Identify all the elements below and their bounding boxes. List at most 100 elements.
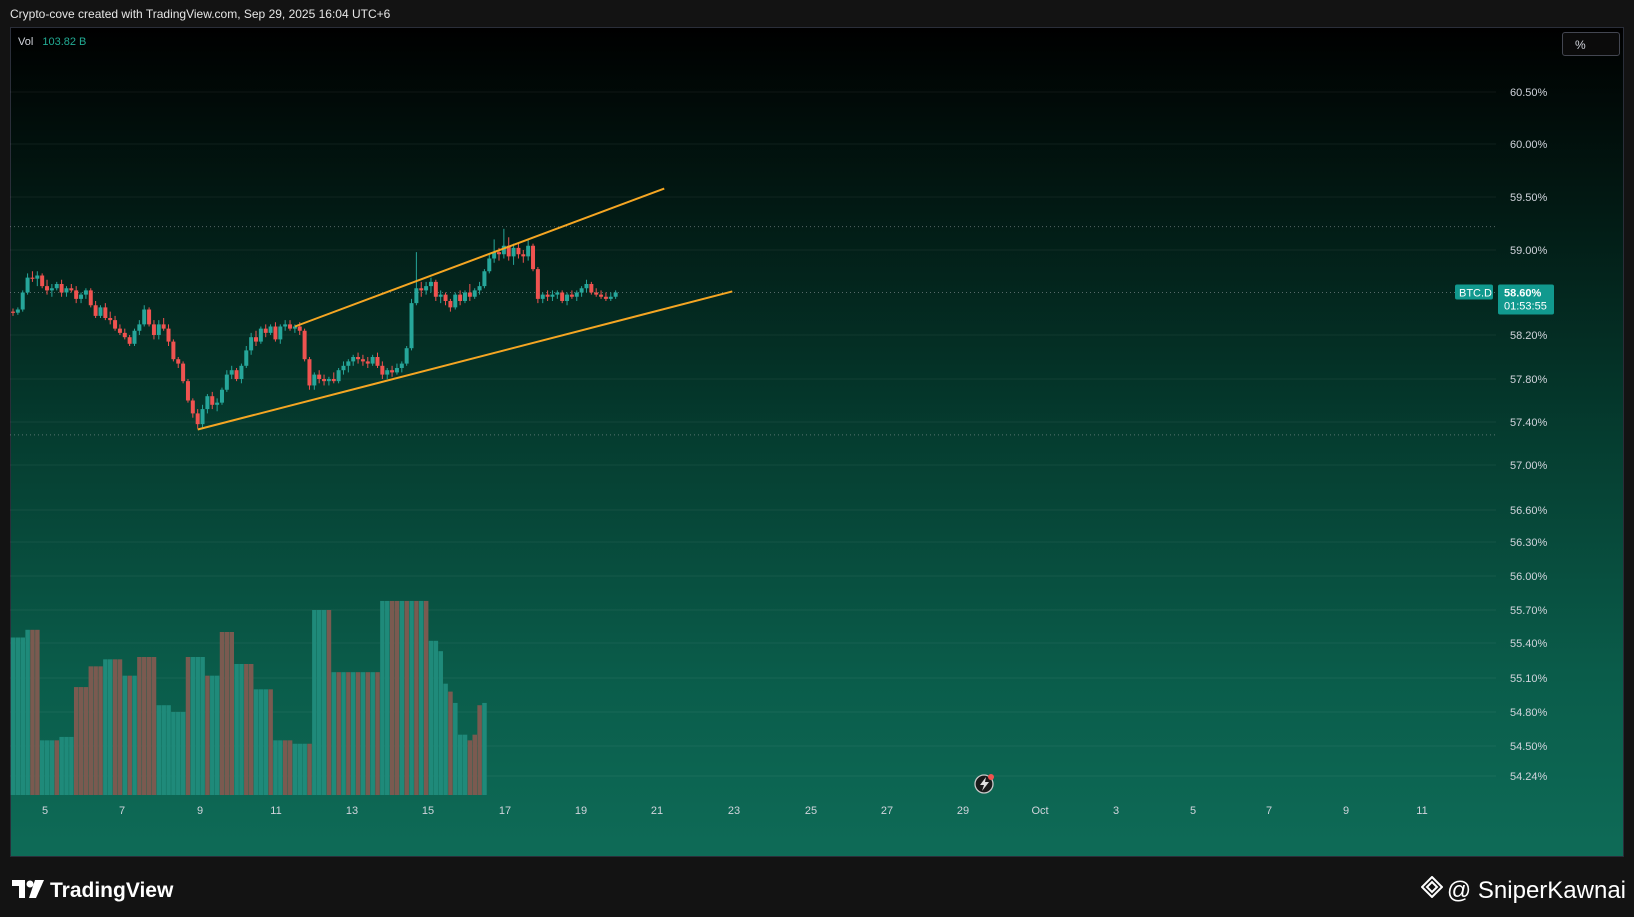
y-tick-label: 56.30% xyxy=(1510,537,1548,549)
candle-body xyxy=(506,245,511,257)
volume-bar xyxy=(448,691,453,795)
candle-body xyxy=(297,326,302,331)
candle-body xyxy=(526,245,531,257)
price-chart[interactable]: 60.50% 60.00% 59.50% 59.00% 58.20% 57.80% 57.4… xyxy=(10,27,1624,857)
candle-body xyxy=(117,328,122,333)
volume-bar xyxy=(467,740,473,795)
price-tag-countdown: 01:53:55 xyxy=(1504,301,1547,313)
candle-body xyxy=(599,294,604,297)
volume-bar xyxy=(54,740,60,795)
volume-bar xyxy=(185,657,191,795)
volume-bar xyxy=(180,712,186,795)
volume-bar xyxy=(73,687,79,795)
candle-body xyxy=(190,400,195,414)
x-tick-label: 11 xyxy=(270,805,281,817)
author-credit: @ SniperKawnai xyxy=(1420,875,1626,905)
x-tick-label: 9 xyxy=(1343,805,1349,817)
candle-body xyxy=(83,290,88,295)
price-tag-bg xyxy=(1498,284,1554,315)
volume-bar xyxy=(108,659,113,795)
candle-body xyxy=(579,288,584,293)
lightning-icon-bolt xyxy=(980,777,989,791)
volume-bar xyxy=(122,675,128,795)
volume-bar xyxy=(351,672,356,795)
candle-body xyxy=(370,357,375,364)
candle-body xyxy=(244,350,249,366)
candle-body xyxy=(30,277,35,279)
volume-bar xyxy=(443,683,448,795)
chart-panel[interactable] xyxy=(10,27,1624,857)
volume-bar xyxy=(244,664,249,795)
symbol-tag: BTC.D xyxy=(1459,288,1492,300)
candle-body xyxy=(176,359,181,364)
volume-bar xyxy=(64,736,69,795)
candle-body xyxy=(322,379,327,382)
volume-bar xyxy=(414,600,419,795)
volume-bar xyxy=(210,675,215,795)
volume-bar xyxy=(438,651,443,795)
y-tick-label: 57.40% xyxy=(1510,417,1548,429)
candle-body xyxy=(132,330,137,344)
candle-body xyxy=(249,337,254,351)
candle-body xyxy=(268,326,273,333)
tradingview-logo-icon xyxy=(12,878,44,904)
volume-bar xyxy=(44,740,50,795)
candle-body xyxy=(467,292,472,297)
x-tick-label: 7 xyxy=(119,805,125,817)
volume-bar xyxy=(171,712,176,795)
candle-body xyxy=(229,370,234,375)
volume-bar xyxy=(385,600,390,795)
y-tick-label: 55.40% xyxy=(1510,638,1548,650)
candle-body xyxy=(292,326,297,329)
volume-bar xyxy=(389,600,395,795)
volume-bar xyxy=(161,705,166,795)
candle-body xyxy=(25,277,30,293)
volume-bar xyxy=(423,600,429,795)
volume-bar xyxy=(239,664,244,795)
volume-bar xyxy=(156,705,162,795)
candle-body xyxy=(569,294,574,297)
volume-bar xyxy=(35,629,40,795)
chart-attribution: Crypto-cove created with TradingView.com… xyxy=(10,7,391,21)
candle-body xyxy=(341,365,346,371)
volume-bar xyxy=(365,672,371,795)
candle-body xyxy=(93,305,98,316)
x-tick-label: 23 xyxy=(728,805,740,817)
y-tick-label: 54.50% xyxy=(1510,741,1548,753)
candle-body xyxy=(59,284,64,293)
volume-bar xyxy=(151,657,157,795)
candle-body xyxy=(224,374,229,390)
volume-bar xyxy=(205,675,210,795)
candle-body xyxy=(64,288,69,293)
percent-scale-button[interactable]: % xyxy=(1562,32,1620,56)
x-tick-label: 5 xyxy=(1190,805,1196,817)
volume-legend-value: 103.82 B xyxy=(42,36,87,48)
volume-bar xyxy=(39,740,45,795)
candle-body xyxy=(200,409,205,425)
candle-body xyxy=(594,292,599,295)
volume-bar xyxy=(132,675,137,795)
candle-body xyxy=(40,275,45,287)
volume-bar xyxy=(176,712,181,795)
volume-bar xyxy=(20,637,26,795)
candle-body xyxy=(74,290,79,299)
volume-bar xyxy=(49,740,55,795)
candle-body xyxy=(521,254,526,257)
volume-bar xyxy=(394,600,400,795)
x-tick-label: 3 xyxy=(1113,805,1119,817)
candle-body xyxy=(171,341,176,360)
candle-body xyxy=(545,294,550,297)
volume-bar xyxy=(127,675,132,795)
volume-bar xyxy=(15,637,21,795)
volume-bar xyxy=(302,743,307,795)
candle-body xyxy=(185,381,190,401)
candle-body xyxy=(462,292,467,301)
candle-body xyxy=(409,303,414,349)
volume-bar xyxy=(312,610,317,795)
candle-body xyxy=(443,294,448,301)
candle-body xyxy=(122,332,127,338)
x-tick-label: 11 xyxy=(1416,805,1427,817)
candle-body xyxy=(20,292,25,310)
candle-body xyxy=(589,284,594,293)
candle-body xyxy=(195,413,200,425)
